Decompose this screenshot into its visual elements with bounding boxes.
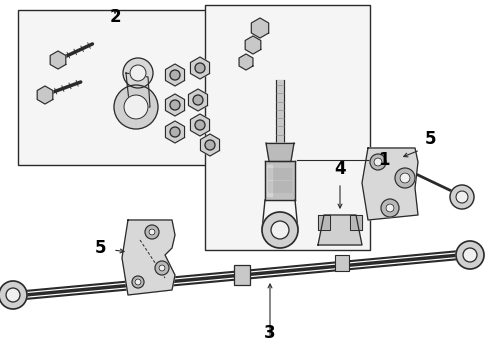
Text: 5: 5 [424, 130, 436, 148]
Polygon shape [122, 220, 175, 295]
Circle shape [159, 265, 165, 271]
Text: 2: 2 [109, 8, 121, 26]
Circle shape [386, 204, 394, 212]
Circle shape [205, 140, 215, 150]
Circle shape [124, 95, 148, 119]
Polygon shape [191, 114, 210, 136]
Circle shape [370, 154, 386, 170]
Bar [335, 255, 349, 271]
Circle shape [456, 191, 468, 203]
Polygon shape [200, 134, 220, 156]
Circle shape [123, 58, 153, 88]
Circle shape [145, 225, 159, 239]
Circle shape [135, 279, 141, 285]
Text: 4: 4 [334, 160, 346, 178]
Circle shape [0, 281, 27, 309]
Polygon shape [266, 143, 294, 161]
Polygon shape [37, 86, 53, 104]
Circle shape [170, 127, 180, 137]
Circle shape [374, 158, 382, 166]
Polygon shape [166, 94, 185, 116]
Text: 3: 3 [264, 324, 276, 342]
Polygon shape [267, 165, 272, 196]
Text: 1: 1 [378, 151, 390, 169]
Circle shape [450, 185, 474, 209]
Circle shape [271, 221, 289, 239]
Circle shape [114, 85, 158, 129]
Circle shape [6, 288, 20, 302]
Polygon shape [50, 51, 66, 69]
Circle shape [170, 70, 180, 80]
Polygon shape [318, 215, 362, 245]
Polygon shape [126, 73, 150, 111]
Circle shape [170, 100, 180, 110]
Polygon shape [166, 121, 185, 143]
Bar [18, 10, 228, 165]
Bar [234, 265, 250, 285]
Polygon shape [251, 18, 269, 38]
Circle shape [132, 276, 144, 288]
Circle shape [149, 229, 155, 235]
Circle shape [195, 120, 205, 130]
Polygon shape [245, 36, 261, 54]
Polygon shape [350, 215, 362, 230]
Polygon shape [191, 57, 210, 79]
Circle shape [195, 63, 205, 73]
Polygon shape [362, 148, 418, 220]
Polygon shape [166, 64, 185, 86]
Polygon shape [239, 54, 253, 70]
Bar [205, 5, 370, 250]
Circle shape [130, 65, 146, 81]
Polygon shape [318, 215, 330, 230]
Circle shape [155, 261, 169, 275]
Circle shape [193, 95, 203, 105]
Circle shape [456, 241, 484, 269]
Circle shape [381, 199, 399, 217]
Polygon shape [265, 161, 295, 200]
Polygon shape [189, 89, 208, 111]
Circle shape [463, 248, 477, 262]
Polygon shape [276, 80, 284, 148]
Circle shape [262, 212, 298, 248]
Text: 5: 5 [94, 239, 106, 257]
Circle shape [400, 173, 410, 183]
Circle shape [395, 168, 415, 188]
